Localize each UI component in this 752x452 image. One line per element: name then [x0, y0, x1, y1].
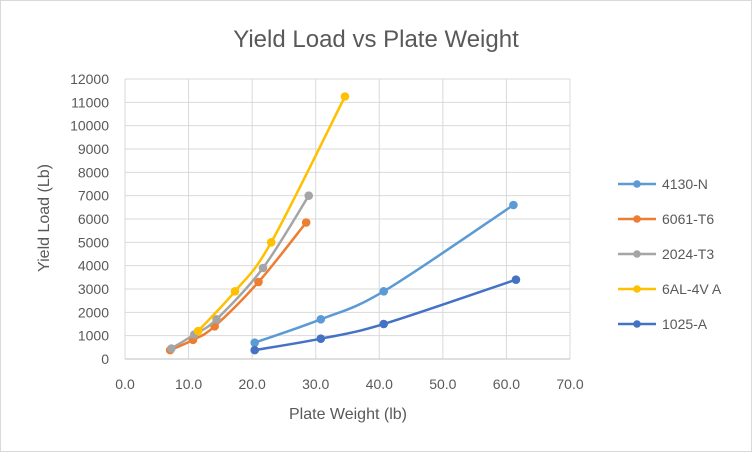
data-point: [379, 319, 389, 329]
data-point: [266, 238, 276, 247]
data-point: [304, 191, 314, 200]
legend-entry: 6AL-4V A: [618, 281, 722, 297]
series-line: [196, 95, 347, 333]
series-6al-4v-a: [193, 92, 350, 336]
x-tick-label: 30.0: [302, 376, 329, 392]
legend-label: 6061-T6: [662, 211, 714, 227]
series-1025-a: [250, 275, 521, 355]
data-point: [250, 345, 259, 355]
y-tick-label: 0: [101, 351, 109, 367]
data-point: [340, 92, 350, 101]
series-4130-n: [250, 200, 518, 347]
y-tick-label: 9000: [78, 141, 109, 157]
y-tick-label: 4000: [78, 258, 109, 274]
plot-series: [165, 92, 521, 355]
series-line: [253, 278, 518, 352]
y-tick-label: 12000: [70, 71, 109, 87]
y-tick-label: 1000: [78, 328, 109, 344]
series-line: [253, 203, 515, 344]
legend-label: 2024-T3: [662, 246, 714, 262]
y-tick-label: 5000: [78, 234, 109, 250]
legend: 4130-N 6061-T6 2024-T3 6AL-4V A 1025-A: [618, 176, 722, 332]
legend-swatch-marker: [633, 215, 641, 223]
y-tick-label: 6000: [78, 211, 109, 227]
y-tick-label: 3000: [78, 281, 109, 297]
legend-entry: 6061-T6: [618, 211, 714, 227]
x-axis-title: Plate Weight (lb): [289, 406, 407, 423]
data-point: [258, 263, 268, 273]
legend-label: 6AL-4V A: [662, 281, 722, 297]
data-point: [509, 200, 518, 210]
data-point: [301, 218, 311, 227]
x-tick-label: 50.0: [429, 376, 456, 392]
y-tick-label: 7000: [78, 188, 109, 204]
legend-swatch-marker: [633, 320, 641, 328]
x-tick-label: 70.0: [556, 376, 583, 392]
legend-label: 1025-A: [662, 316, 708, 332]
data-point: [316, 315, 326, 324]
x-tick-label: 40.0: [366, 376, 393, 392]
legend-swatch-marker: [633, 285, 641, 293]
data-point: [511, 275, 521, 284]
x-tick-label: 10.0: [175, 376, 202, 392]
legend-entry: 2024-T3: [618, 246, 714, 262]
data-point: [212, 315, 221, 324]
legend-label: 4130-N: [662, 176, 708, 192]
data-point: [250, 338, 259, 347]
y-tick-label: 11000: [71, 94, 109, 110]
x-tick-label: 20.0: [239, 376, 266, 392]
y-tick-label: 2000: [78, 304, 109, 320]
series-2024-t3: [167, 191, 314, 353]
y-tick-label: 10000: [70, 118, 109, 134]
y-tick-label: 8000: [78, 164, 109, 180]
data-point: [379, 287, 389, 296]
x-tick-label: 0.0: [115, 376, 135, 392]
chart-title: Yield Load vs Plate Weight: [233, 26, 519, 53]
data-point: [167, 344, 176, 353]
legend-entry: 4130-N: [618, 176, 708, 192]
x-tick-label: 60.0: [493, 376, 520, 392]
legend-swatch-marker: [633, 180, 641, 188]
gridlines: [124, 78, 571, 360]
data-point: [230, 287, 240, 296]
data-point: [316, 334, 326, 344]
y-axis-title: Yield Load (Lb): [36, 164, 53, 272]
axes: 0.0 10.0 20.0 30.0 40.0 50.0 60.0 70.0 0 1000 2000…: [70, 71, 584, 392]
data-point: [254, 277, 263, 287]
legend-entry: 1025-A: [618, 316, 708, 332]
legend-swatch-marker: [633, 250, 641, 258]
data-point: [193, 326, 203, 336]
